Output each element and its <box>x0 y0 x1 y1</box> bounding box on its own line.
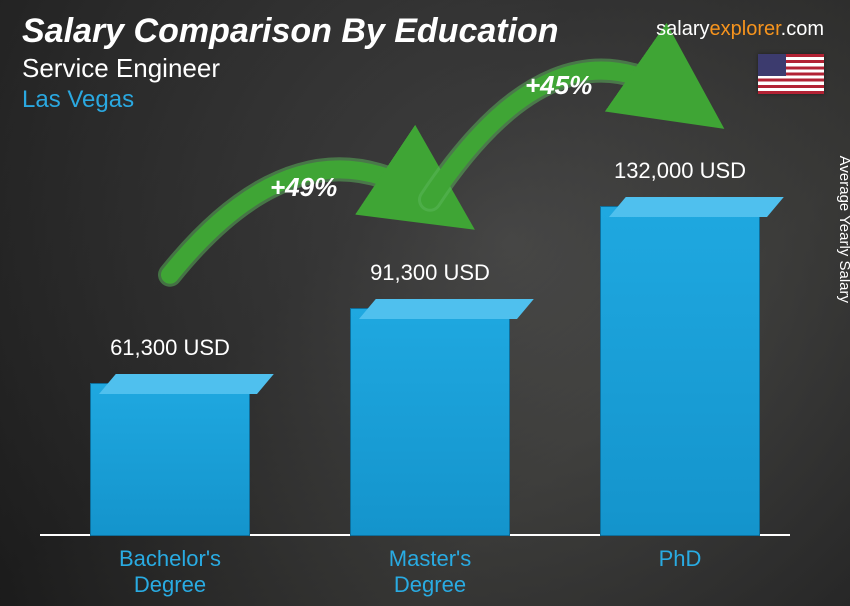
category-label: Master'sDegree <box>330 546 530 599</box>
y-axis-label: Average Yearly Salary <box>836 156 850 303</box>
chart-city: Las Vegas <box>22 86 828 114</box>
brand-part3: .com <box>781 18 824 40</box>
brand-part1: salary <box>656 18 709 40</box>
chart-canvas: Salary Comparison By Education Service E… <box>0 0 850 606</box>
increase-arc <box>60 146 760 536</box>
us-flag-icon <box>758 54 824 94</box>
percent-increase-label: +49% <box>270 172 337 203</box>
brand-logo: salaryexplorer.com <box>656 18 824 41</box>
chart-plot-area: 61,300 USDBachelor'sDegree91,300 USDMast… <box>60 150 760 536</box>
category-label: Bachelor'sDegree <box>70 546 270 599</box>
category-label: PhD <box>580 546 780 572</box>
chart-subtitle: Service Engineer <box>22 53 828 84</box>
brand-part2: explorer <box>710 18 781 40</box>
